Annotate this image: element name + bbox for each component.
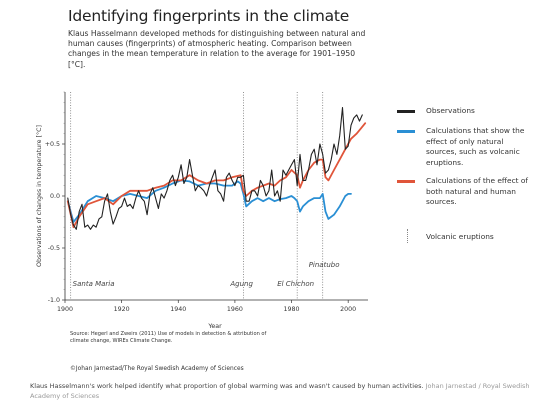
- volcano-label: Pinatubo: [309, 261, 340, 269]
- caption-text: Klaus Hasselmann's work helped identify …: [30, 382, 424, 390]
- copyright: ©Johan Jarnestad/The Royal Swedish Acade…: [70, 366, 244, 372]
- chart-title: Identifying fingerprints in the climate: [68, 7, 350, 25]
- legend-swatch-both: [397, 180, 415, 183]
- x-tick-label: 1960: [227, 306, 243, 313]
- volcano-label: El Chichon: [277, 280, 314, 288]
- x-tick-label: 1940: [170, 306, 186, 313]
- legend-label: Calculations that show the effect of onl…: [426, 126, 525, 167]
- legend-swatch-volcanic: [407, 229, 409, 243]
- x-tick-label: 2000: [340, 306, 356, 313]
- series-line-natural-and-human: [66, 122, 367, 229]
- photo-credit[interactable]: Johan Jarnestad / Royal Swedish Academy …: [30, 382, 530, 400]
- source-note: Source: Hegerl and Zweirs (2011) Use of …: [70, 331, 267, 345]
- x-tick-label: 1920: [114, 306, 130, 313]
- series-line-observations: [67, 107, 363, 230]
- x-tick-label: 1980: [284, 306, 300, 313]
- legend-swatch-observations: [397, 110, 415, 113]
- y-axis-title: Observations of changes in temperature […: [35, 125, 43, 267]
- y-tick-label: +0.5: [45, 141, 60, 148]
- volcano-label: Agung: [229, 280, 253, 288]
- legend-label: Observations: [426, 106, 475, 115]
- legend-label: Calculations of the effect of both natur…: [426, 176, 529, 207]
- volcano-label: Santa Maria: [73, 280, 115, 288]
- series-line-natural: [66, 179, 352, 223]
- caption: Klaus Hasselmann's work helped identify …: [30, 382, 540, 401]
- chart-subtitle: Klaus Hasselmann developed methods for d…: [68, 29, 366, 69]
- legend-label: Volcanic eruptions: [426, 232, 494, 241]
- x-tick-label: 1900: [57, 306, 73, 313]
- y-tick-label: 0.0: [50, 193, 60, 200]
- x-axis-title: Year: [207, 323, 222, 330]
- legend-swatch-natural: [397, 130, 415, 133]
- y-tick-label: -1.0: [48, 297, 60, 304]
- y-tick-label: -0.5: [48, 245, 60, 252]
